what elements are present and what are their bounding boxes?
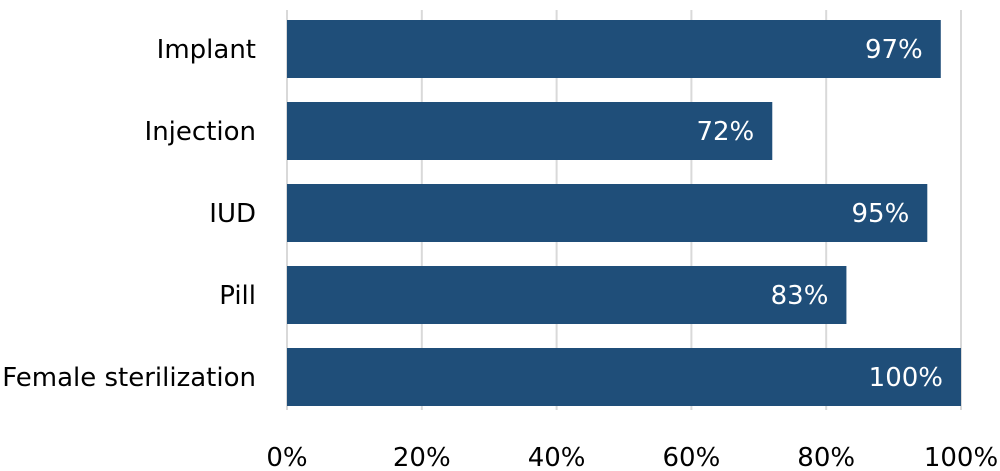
category-label: Pill bbox=[219, 281, 256, 311]
category-label: Injection bbox=[145, 117, 256, 147]
data-label: 97% bbox=[865, 35, 923, 65]
x-tick-label: 80% bbox=[797, 443, 855, 471]
bars bbox=[287, 20, 961, 406]
category-label: IUD bbox=[209, 199, 256, 229]
bar bbox=[287, 20, 941, 78]
x-axis-tick-labels: 0% 20% 40% 60% 80% 100% bbox=[266, 443, 998, 471]
bar bbox=[287, 266, 847, 324]
data-label: 100% bbox=[869, 363, 943, 393]
category-labels: Implant Injection IUD Pill Female sterilizat… bbox=[2, 35, 256, 393]
category-label: Implant bbox=[157, 35, 256, 65]
bar bbox=[287, 102, 773, 160]
x-tick-label: 20% bbox=[393, 443, 451, 471]
x-tick-label: 100% bbox=[924, 443, 998, 471]
x-tick-label: 60% bbox=[663, 443, 721, 471]
x-tick-label: 0% bbox=[266, 443, 307, 471]
category-label: Female sterilization bbox=[2, 363, 256, 393]
x-tick-label: 40% bbox=[528, 443, 586, 471]
data-label: 95% bbox=[852, 199, 910, 229]
data-labels: 97% 72% 95% 83% 100% bbox=[696, 35, 943, 393]
bar bbox=[287, 348, 961, 406]
data-label: 72% bbox=[696, 117, 754, 147]
data-label: 83% bbox=[771, 281, 829, 311]
bar bbox=[287, 184, 928, 242]
